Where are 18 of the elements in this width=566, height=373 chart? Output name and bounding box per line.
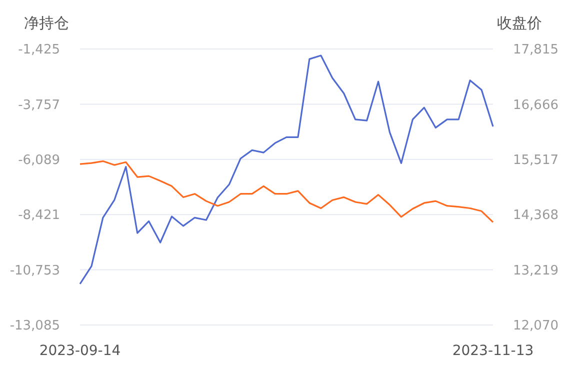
- y-tick-label: -13,085: [10, 318, 60, 334]
- y2-axis-title: 收盘价: [497, 14, 542, 32]
- y2-tick-label: 16,666: [513, 98, 558, 113]
- y2-tick-label: 17,815: [513, 42, 558, 58]
- y-tick-label: -8,421: [18, 208, 60, 224]
- y2-tick-label: 13,219: [513, 263, 558, 278]
- x-tick-label: 2023-09-14: [39, 343, 121, 359]
- y2-tick-label: 14,368: [513, 208, 558, 224]
- y2-tick-label: 15,517: [513, 152, 558, 168]
- y-tick-label: -1,425: [18, 42, 60, 58]
- line-series: [79, 160, 494, 223]
- y-tick-label: -6,089: [18, 152, 60, 168]
- y2-tick-label: 12,070: [513, 318, 558, 334]
- x-tick-label: 2023-11-13: [452, 343, 534, 359]
- line-series: [79, 54, 494, 285]
- y-tick-label: -10,753: [10, 263, 60, 278]
- y-axis-title: 净持仓: [24, 14, 69, 32]
- y-tick-label: -3,757: [18, 98, 60, 113]
